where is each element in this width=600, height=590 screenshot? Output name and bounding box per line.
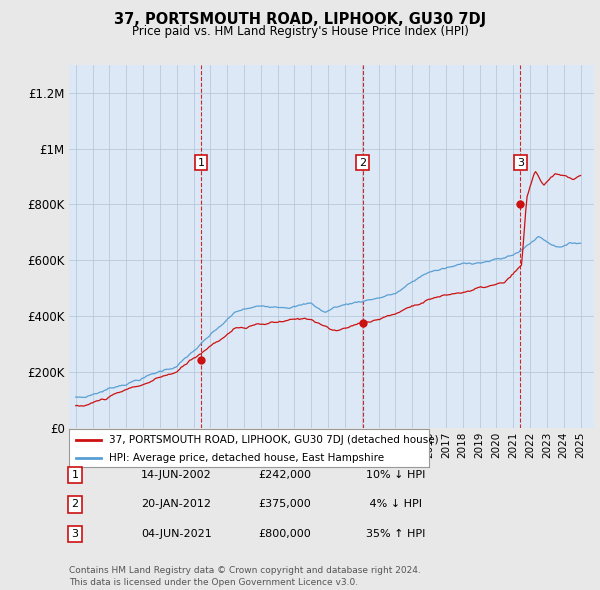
Text: 3: 3	[517, 158, 524, 168]
Text: £800,000: £800,000	[258, 529, 311, 539]
Text: 35% ↑ HPI: 35% ↑ HPI	[366, 529, 425, 539]
Text: 10% ↓ HPI: 10% ↓ HPI	[366, 470, 425, 480]
Text: 2: 2	[71, 500, 79, 509]
Text: £375,000: £375,000	[258, 500, 311, 509]
Text: 2: 2	[359, 158, 366, 168]
Text: 1: 1	[71, 470, 79, 480]
Text: 20-JAN-2012: 20-JAN-2012	[141, 500, 211, 509]
Text: Price paid vs. HM Land Registry's House Price Index (HPI): Price paid vs. HM Land Registry's House …	[131, 25, 469, 38]
Text: 1: 1	[197, 158, 205, 168]
Text: Contains HM Land Registry data © Crown copyright and database right 2024.
This d: Contains HM Land Registry data © Crown c…	[69, 566, 421, 587]
Text: 04-JUN-2021: 04-JUN-2021	[141, 529, 212, 539]
Text: 37, PORTSMOUTH ROAD, LIPHOOK, GU30 7DJ: 37, PORTSMOUTH ROAD, LIPHOOK, GU30 7DJ	[114, 12, 486, 27]
Text: 14-JUN-2002: 14-JUN-2002	[141, 470, 212, 480]
Text: HPI: Average price, detached house, East Hampshire: HPI: Average price, detached house, East…	[109, 453, 384, 463]
Text: 4% ↓ HPI: 4% ↓ HPI	[366, 500, 422, 509]
Text: £242,000: £242,000	[258, 470, 311, 480]
Text: 3: 3	[71, 529, 79, 539]
Text: 37, PORTSMOUTH ROAD, LIPHOOK, GU30 7DJ (detached house): 37, PORTSMOUTH ROAD, LIPHOOK, GU30 7DJ (…	[109, 435, 438, 445]
